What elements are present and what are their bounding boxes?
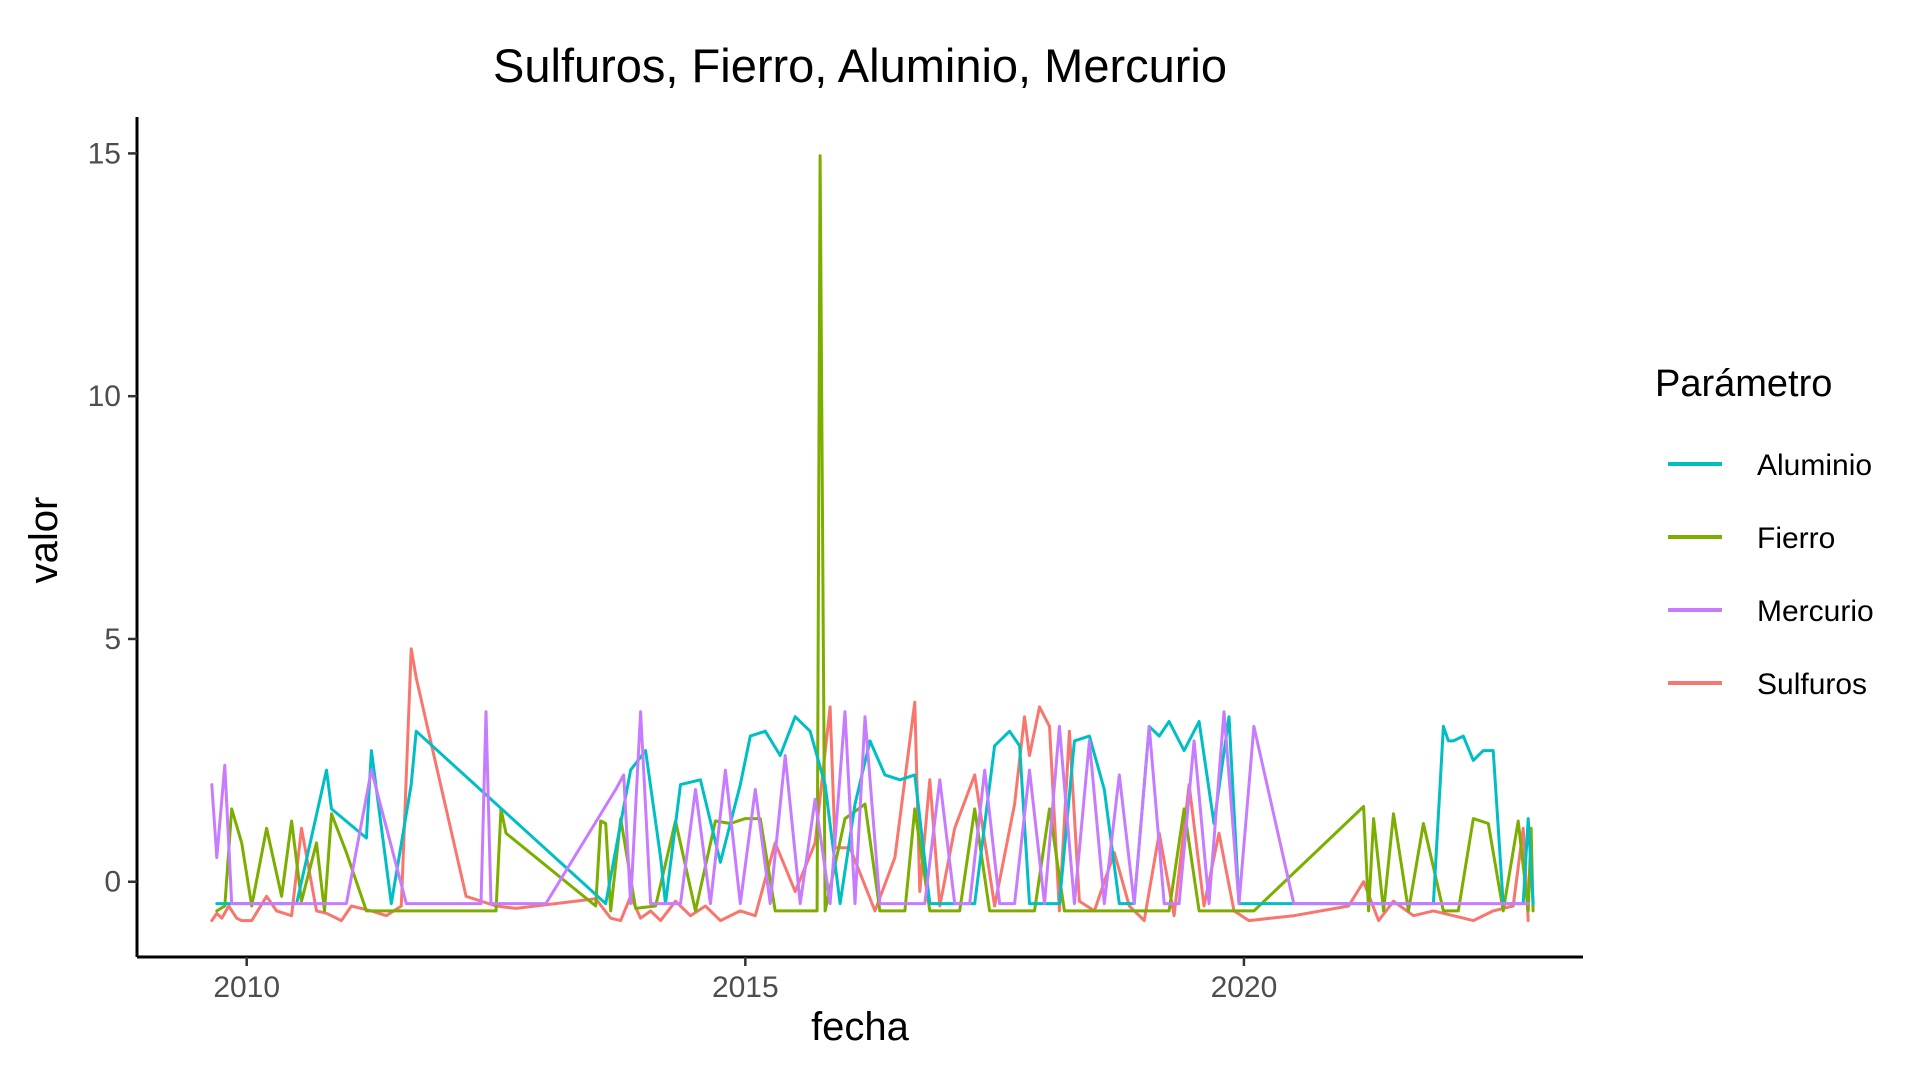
x-tick-label: 2015 — [712, 971, 779, 1004]
x-axis-ticks: 2010 2015 2020 — [213, 957, 1277, 1004]
chart-title: Sulfuros, Fierro, Aluminio, Mercurio — [493, 39, 1227, 92]
x-tick-label: 2020 — [1211, 971, 1278, 1004]
series-line-fierro — [215, 154, 1535, 913]
series-line-aluminio — [215, 715, 1535, 906]
y-tick-label: 0 — [104, 866, 121, 899]
series-layer — [210, 154, 1535, 923]
y-tick-label: 10 — [88, 380, 121, 413]
legend-label-aluminio: Aluminio — [1757, 449, 1872, 482]
y-tick-label: 15 — [88, 137, 121, 170]
legend-label-fierro: Fierro — [1757, 522, 1835, 555]
x-axis-title: fecha — [811, 1005, 910, 1049]
legend-label-sulfuros: Sulfuros — [1757, 668, 1867, 701]
legend: Parámetro Aluminio Fierro Mercurio Sulfuros — [1655, 363, 1874, 701]
series-line-sulfuros — [210, 647, 1530, 923]
x-tick-label: 2010 — [213, 971, 280, 1004]
y-tick-label: 5 — [104, 623, 121, 656]
y-axis-title: valor — [22, 497, 66, 584]
legend-title: Parámetro — [1655, 363, 1832, 405]
legend-entries: Aluminio Fierro Mercurio Sulfuros — [1668, 449, 1874, 701]
series-line-mercurio — [210, 710, 1530, 906]
y-axis-ticks: 0 5 10 15 — [88, 137, 137, 899]
legend-label-mercurio: Mercurio — [1757, 595, 1874, 628]
